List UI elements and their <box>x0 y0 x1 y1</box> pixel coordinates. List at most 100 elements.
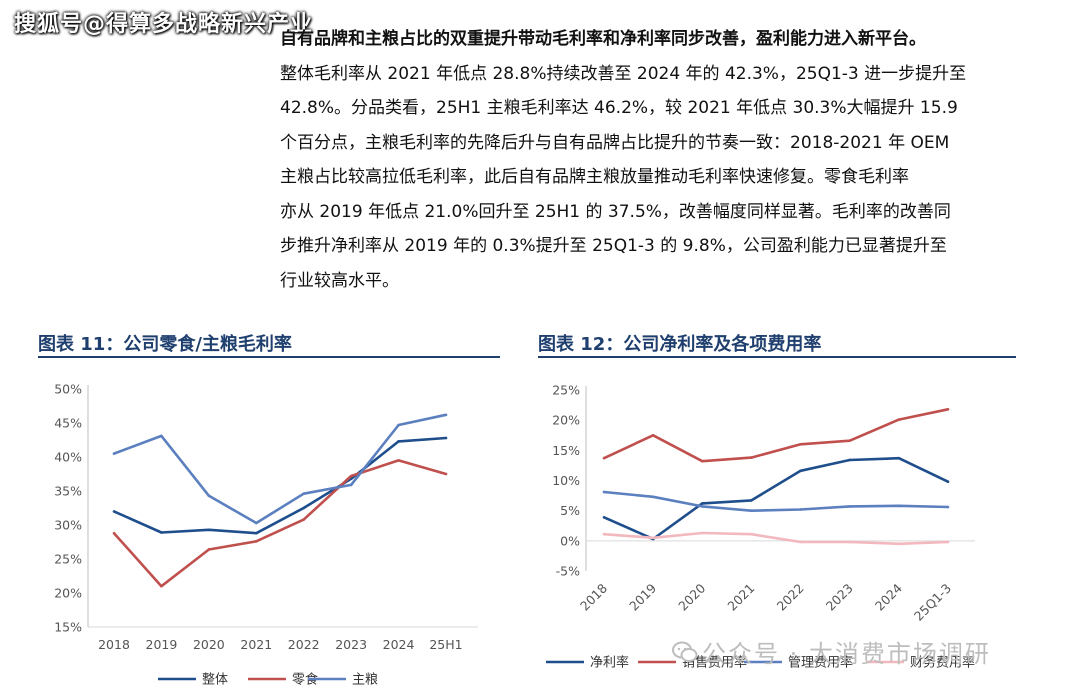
watermark-top: 搜狐号@得算多战略新兴产业 <box>14 12 314 37</box>
data-point <box>897 418 901 421</box>
y-tick-label: 15% <box>54 620 82 635</box>
figure-11-title: 图表 11：公司零食/主粮毛利率 <box>38 334 292 355</box>
paragraph-headline: 自有品牌和主粮占比的双重提升带动毛利率和净利率同步改善，盈利能力进入新平台。 <box>280 29 926 49</box>
x-tick-label: 2019 <box>146 637 178 652</box>
data-point <box>700 505 704 508</box>
data-point <box>946 505 950 509</box>
x-tick-label: 2023 <box>823 581 856 614</box>
data-point <box>700 459 704 463</box>
data-point <box>397 459 400 462</box>
x-tick-label: 2019 <box>626 580 659 613</box>
data-point <box>897 504 901 508</box>
x-tick-label: 2018 <box>577 580 610 613</box>
y-tick-label: 0% <box>560 533 580 548</box>
figure-12-rule <box>538 356 1016 358</box>
data-point <box>602 490 606 494</box>
data-point <box>302 506 306 510</box>
data-point <box>700 531 704 535</box>
y-tick-label: 25% <box>54 552 82 567</box>
watermark-bottom-text: 公众号 · 大消费市场调研 <box>702 640 991 668</box>
x-tick-label: 2021 <box>240 637 272 652</box>
data-point <box>397 423 400 427</box>
data-point <box>254 540 258 543</box>
y-tick-label: 25% <box>552 383 580 398</box>
data-point <box>700 502 704 505</box>
data-point <box>750 509 753 512</box>
legend-label: 管理费用率 <box>788 655 853 671</box>
paragraph-line: 个百分点，主粮毛利率的先降后升与自有品牌占比提升的节奏一致：2018-2021 … <box>280 132 950 153</box>
x-tick-label: 2022 <box>288 637 320 652</box>
data-point <box>207 528 211 532</box>
x-tick-label: 2023 <box>335 637 367 652</box>
y-tick-label: -5% <box>556 564 580 579</box>
data-point <box>302 492 306 496</box>
data-point <box>651 433 655 437</box>
paragraph-line: 主粮占比较高拉低毛利率，此后自有品牌主粮放量推动毛利率快速修复。零食毛利率 <box>280 167 909 187</box>
series-line-整体 <box>113 436 447 535</box>
data-point <box>444 436 448 440</box>
legend-label: 净利率 <box>590 655 629 671</box>
x-tick-label: 2020 <box>675 580 708 613</box>
legend-label: 财务费用率 <box>910 655 975 671</box>
data-point <box>397 440 400 443</box>
paragraph-line: 步推升净利率从 2019 年的 0.3%提升至 25Q1-3 的 9.8%，公司… <box>280 236 947 256</box>
series-line-管理费用率 <box>603 490 949 512</box>
legend-label: 主粮 <box>352 673 378 688</box>
data-point <box>946 540 950 544</box>
data-point <box>848 540 852 544</box>
data-point <box>349 474 353 478</box>
data-point <box>112 510 116 513</box>
series-line-销售费用率 <box>603 408 949 463</box>
wechat-icon <box>672 641 698 669</box>
data-point <box>848 439 852 442</box>
data-point <box>848 458 852 462</box>
data-point <box>799 508 802 511</box>
paragraph-line: 整体毛利率从 2021 年低点 28.8%持续改善至 2024 年的 42.3%… <box>280 63 967 84</box>
data-point <box>750 456 753 459</box>
data-point <box>750 532 753 536</box>
data-point <box>897 542 901 546</box>
data-point <box>160 584 163 588</box>
data-point <box>254 531 258 535</box>
y-tick-label: 20% <box>54 586 82 601</box>
series-line-主粮 <box>113 413 447 525</box>
x-tick-label: 2024 <box>872 580 905 613</box>
data-point <box>799 540 802 544</box>
series-line-零食 <box>113 459 447 588</box>
data-point <box>112 531 116 535</box>
y-tick-label: 20% <box>552 413 580 428</box>
x-tick-label: 2020 <box>193 637 225 652</box>
data-point <box>946 480 950 484</box>
y-tick-label: 40% <box>54 450 82 465</box>
data-point <box>799 469 802 473</box>
data-point <box>750 499 753 502</box>
data-point <box>160 531 163 534</box>
data-point <box>799 443 802 446</box>
watermark-bottom: 公众号 · 大消费市场调研 <box>672 634 991 669</box>
data-point <box>302 518 306 521</box>
data-point <box>602 516 606 519</box>
figure-11-rule <box>38 356 500 358</box>
data-point <box>897 456 901 460</box>
y-tick-label: 15% <box>552 443 580 458</box>
y-tick-label: 50% <box>54 382 82 397</box>
x-tick-label: 2024 <box>383 637 415 652</box>
data-point <box>651 495 655 499</box>
data-point <box>207 548 211 551</box>
y-tick-label: 5% <box>560 503 580 518</box>
x-tick-label: 2022 <box>774 581 807 614</box>
series-line-净利率 <box>603 456 949 541</box>
data-point <box>349 483 353 487</box>
x-tick-label: 25H1 <box>429 637 462 652</box>
data-point <box>112 452 116 455</box>
data-point <box>444 413 448 417</box>
legend-label: 零食 <box>292 672 318 688</box>
data-point <box>444 472 448 476</box>
figure-12-title: 图表 12：公司净利率及各项费用率 <box>538 334 822 355</box>
legend-label: 销售费用率 <box>682 655 747 671</box>
series-line-财务费用率 <box>603 531 949 546</box>
paragraph-line: 行业较高水平。 <box>280 270 399 291</box>
x-tick-label: 2018 <box>98 637 130 652</box>
net-margin-expense-chart: -5% 0% 5% 10% 15% 20% 25% 2018 2019 2020 2021 2022 2… <box>546 383 975 671</box>
data-point <box>207 494 211 498</box>
